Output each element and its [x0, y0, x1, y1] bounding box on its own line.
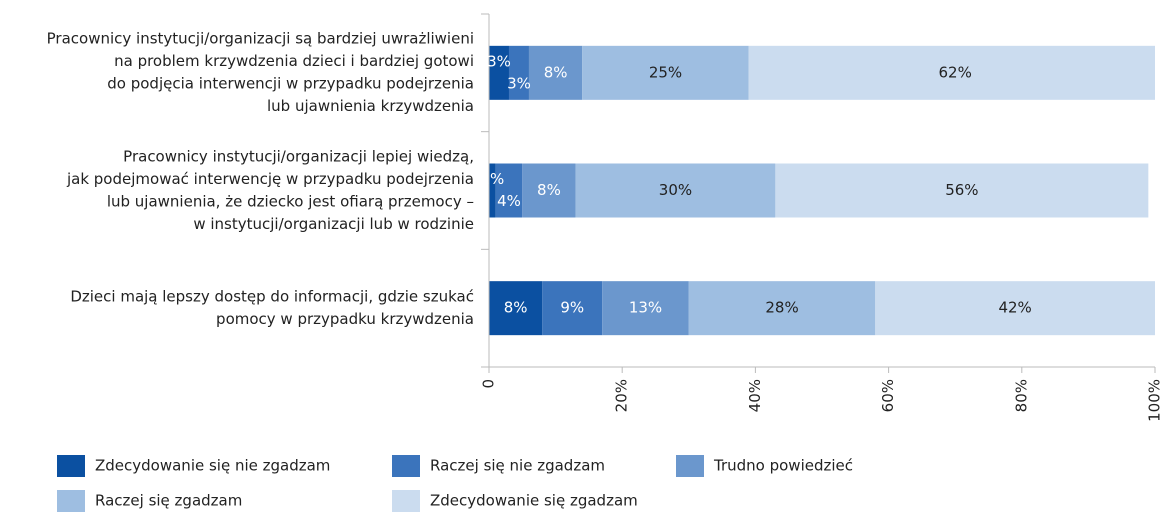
bar-segment [875, 281, 1155, 336]
bar-segment [489, 45, 509, 100]
value-label: 1% [480, 170, 504, 188]
bar-segment [542, 281, 603, 336]
category-label: na problem krzywdzenia dzieci i bardziej… [114, 52, 474, 70]
bar-segment [688, 281, 876, 336]
legend-swatch [392, 455, 420, 477]
value-label: 13% [629, 299, 662, 317]
value-label: 8% [504, 299, 528, 317]
bar-segment [582, 45, 749, 100]
x-tick-label: 80% [1012, 379, 1030, 412]
value-label: 4% [497, 192, 521, 210]
bar-segment [528, 45, 583, 100]
category-label: Dzieci mają lepszy dostęp do informacji,… [70, 287, 474, 305]
legend-label: Zdecydowanie się nie zgadzam [95, 457, 330, 475]
value-label: 42% [998, 299, 1031, 317]
x-tick-label: 100% [1146, 379, 1160, 422]
value-label: 9% [560, 299, 584, 317]
value-label: 62% [939, 63, 972, 81]
value-label: 30% [659, 181, 692, 199]
value-label: 3% [507, 74, 531, 92]
category-label: w instytucji/organizacji lub w rodzinie [193, 215, 474, 233]
bar-segment [575, 163, 776, 218]
value-label: 3% [487, 52, 511, 70]
value-label: 8% [544, 63, 568, 81]
x-tick-label: 40% [746, 379, 764, 412]
value-label: 25% [649, 63, 682, 81]
legend-swatch [676, 455, 704, 477]
x-tick-label: 20% [613, 379, 631, 412]
category-label: pomocy w przypadku krzywdzenia [216, 310, 474, 328]
category-label: Pracownicy instytucji/organizacji są bar… [47, 30, 474, 48]
plot-area [489, 45, 1155, 336]
category-label: lub ujawnienia krzywdzenia [267, 97, 474, 115]
legend-label: Zdecydowanie się zgadzam [430, 492, 638, 510]
legend-label: Raczej się zgadzam [95, 492, 242, 510]
category-label: Pracownicy instytucji/organizacji lepiej… [123, 147, 474, 165]
legend-swatch [392, 490, 420, 512]
bar-segment [508, 45, 529, 100]
legend-label: Raczej się nie zgadzam [430, 457, 605, 475]
x-tick-label: 60% [879, 379, 897, 412]
x-tick-label: 0 [480, 379, 498, 389]
value-label: 28% [765, 299, 798, 317]
legend-label: Trudno powiedzieć [713, 457, 853, 475]
bar-segment [522, 163, 576, 218]
bar-segment [495, 163, 523, 218]
bar-segment [748, 45, 1155, 100]
legend-swatch [57, 490, 85, 512]
category-label: lub ujawnienia, że dziecko jest ofiarą p… [107, 192, 474, 210]
value-label: 8% [537, 181, 561, 199]
bar-segment [489, 163, 496, 218]
bar-segment [489, 281, 543, 336]
category-label: jak podejmować interwencję w przypadku p… [66, 170, 474, 188]
value-label: 56% [945, 181, 978, 199]
bar-segment [775, 163, 1149, 218]
legend-swatch [57, 455, 85, 477]
bar-segment [602, 281, 689, 336]
category-label: do podjęcia interwencji w przypadku pode… [107, 75, 474, 93]
